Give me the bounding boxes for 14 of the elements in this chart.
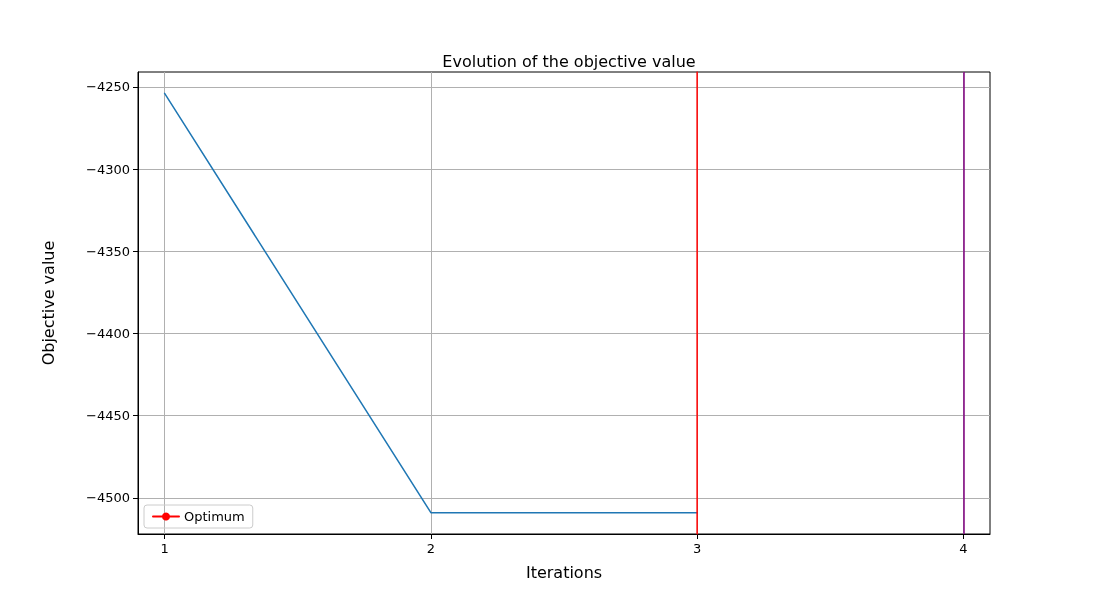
x-axis-title: Iterations	[525, 562, 603, 582]
x-tick-label: 2	[426, 541, 436, 556]
y-axis-title: Objective value	[38, 240, 58, 366]
x-tick-label: 1	[160, 541, 169, 556]
y-tick-label: −4300	[86, 161, 130, 177]
y-tick-label: −4350	[86, 243, 130, 259]
y-tick-label: −4400	[86, 325, 130, 341]
x-tick-label: 3	[692, 541, 702, 556]
y-tick-label: −4450	[86, 408, 130, 424]
chart-title: Evolution of the objective value	[442, 51, 696, 71]
x-tick-label: 4	[959, 541, 968, 556]
y-tick-label: −4500	[86, 490, 130, 506]
y-tick-label: −4250	[86, 79, 130, 95]
legend-label: Optimum	[184, 509, 245, 524]
